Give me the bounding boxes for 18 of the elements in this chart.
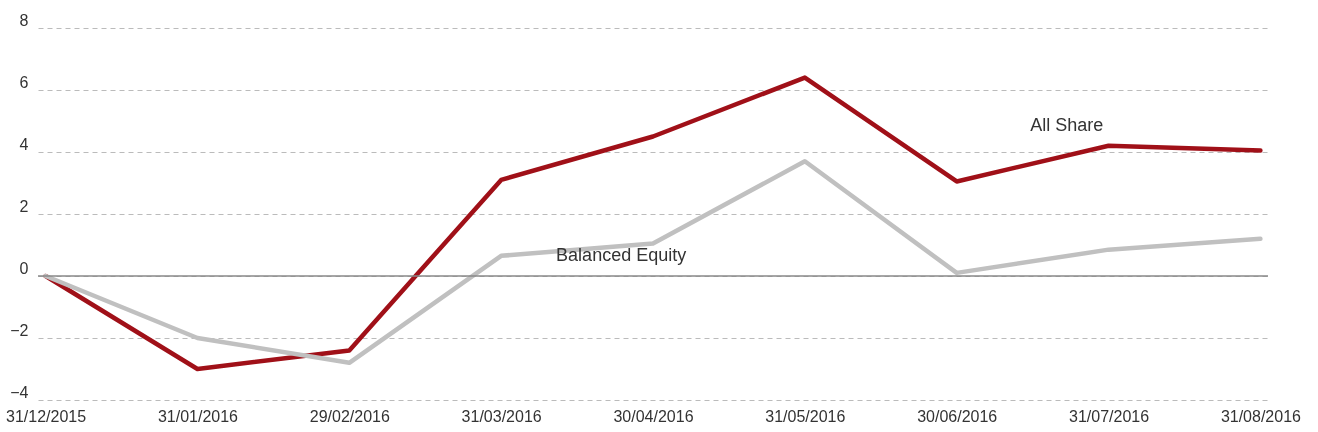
- x-tick-label: 31/12/2015: [6, 407, 87, 425]
- series-label: Balanced Equity: [556, 244, 687, 265]
- y-tick-label: 6: [19, 73, 29, 91]
- y-tick-label: 4: [19, 135, 29, 153]
- x-tick-label: 31/08/2016: [1220, 407, 1302, 425]
- y-tick-label: 0: [19, 259, 29, 277]
- y-tick-label: 2: [19, 197, 29, 215]
- x-tick-label: 31/07/2016: [1069, 407, 1150, 425]
- x-tick-label: 31/03/2016: [461, 407, 542, 425]
- x-tick-label: 31/01/2016: [157, 407, 239, 425]
- y-tick-label: −2: [10, 321, 29, 339]
- x-tick-label: 29/02/2016: [309, 407, 390, 425]
- y-tick-label: 8: [19, 11, 29, 29]
- x-tick-label: 30/06/2016: [917, 407, 998, 425]
- series-label: All Share: [1030, 115, 1104, 136]
- x-tick-label: 31/05/2016: [765, 407, 846, 425]
- x-tick-label: 30/04/2016: [613, 407, 694, 425]
- y-tick-label: −4: [10, 383, 29, 401]
